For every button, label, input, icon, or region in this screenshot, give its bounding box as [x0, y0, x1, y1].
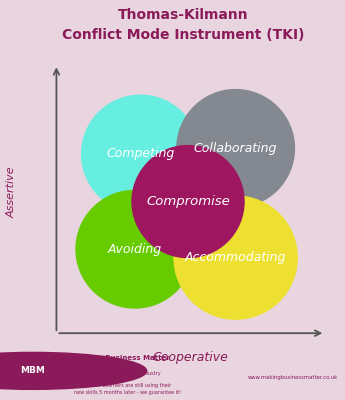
Circle shape [76, 190, 194, 308]
Circle shape [174, 196, 297, 319]
Text: Competing: Competing [106, 148, 175, 160]
Text: Cooperative: Cooperative [153, 351, 229, 364]
Text: Compromise: Compromise [146, 195, 230, 208]
Circle shape [132, 146, 244, 258]
Text: Avoiding: Avoiding [108, 243, 162, 256]
Text: 80% of our Learners are still using their
new skills 5 months later - we guarant: 80% of our Learners are still using thei… [74, 383, 181, 395]
Text: www.makingbusinessmatter.co.uk: www.makingbusinessmatter.co.uk [248, 375, 338, 380]
Text: Trainers to the UK Grocery Industry: Trainers to the UK Grocery Industry [74, 371, 161, 376]
Text: Thomas-Kilmann
Conflict Mode Instrument (TKI): Thomas-Kilmann Conflict Mode Instrument … [62, 8, 304, 42]
Circle shape [0, 352, 147, 389]
Circle shape [177, 90, 294, 207]
Circle shape [82, 95, 199, 213]
Text: Assertive: Assertive [7, 166, 17, 218]
Text: Collaborating: Collaborating [194, 142, 277, 155]
Text: Making Business Matter: Making Business Matter [74, 355, 170, 361]
Text: MBM: MBM [20, 366, 45, 375]
Text: Accommodating: Accommodating [185, 251, 286, 264]
